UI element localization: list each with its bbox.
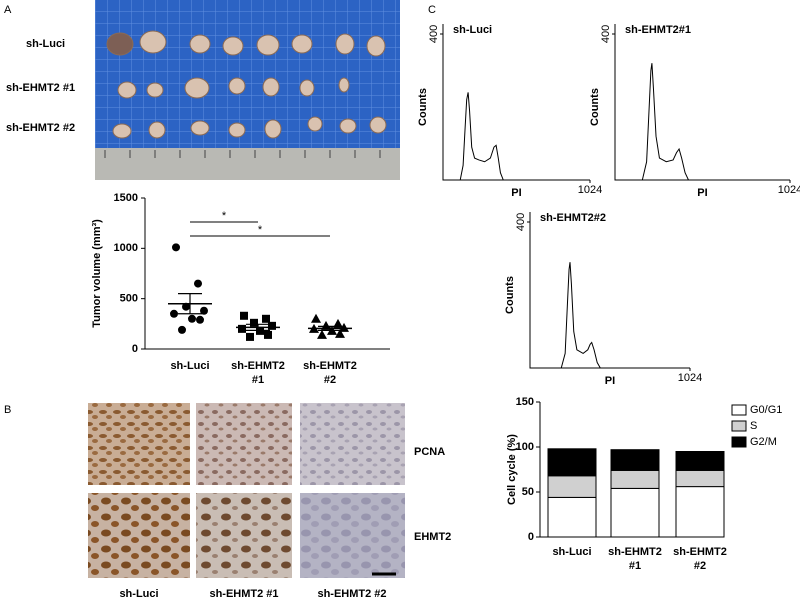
- x-tick-label-box: sh-EHMT2 #2: [673, 546, 727, 572]
- y-tick-label: 50: [522, 486, 534, 498]
- bar-segment: [675, 486, 725, 538]
- y-tick-label: 1000: [114, 242, 138, 254]
- point: [194, 279, 202, 288]
- x-tick-label: sh-EHMT2 #2: [303, 360, 357, 386]
- point: [246, 332, 254, 341]
- bar-segment: [547, 448, 597, 477]
- y-tick-label: 1500: [114, 192, 138, 204]
- error-bar: [318, 325, 342, 331]
- ihc-images: PCNA EHMT2 sh-Luci sh-EHMT2 #1 sh-EHMT2 …: [88, 403, 451, 600]
- ihc-col-label: sh-Luci: [119, 588, 158, 600]
- point: [178, 325, 186, 334]
- point: [200, 306, 208, 315]
- legend-label: G0/G1: [750, 404, 782, 416]
- axis: [614, 24, 790, 181]
- histogram-line: [530, 262, 690, 369]
- point: [170, 309, 178, 318]
- x-tick-label-box: sh-EHMT2 #1: [231, 360, 285, 386]
- panel-label: A: [4, 4, 12, 16]
- photo-row-label: sh-EHMT2 #1: [6, 82, 75, 94]
- point: [250, 318, 258, 327]
- ihc-col-label: sh-EHMT2 #2: [317, 588, 386, 600]
- y-axis-label: Cell cycle (%): [506, 434, 518, 505]
- y-axis-label: Counts: [417, 88, 429, 126]
- x-tick-label: sh-EHMT2 #1: [231, 360, 285, 386]
- point: [172, 243, 180, 252]
- chart-title: sh-EHMT2#1: [625, 24, 691, 36]
- y-tick-label: 150: [516, 396, 534, 408]
- point: [182, 302, 190, 311]
- legend-label: G2/M: [750, 436, 777, 448]
- y-tick-label: 0: [528, 531, 534, 543]
- legend-swatch: [731, 436, 747, 448]
- x-axis-label: PI: [697, 187, 707, 199]
- legend-label: S: [750, 420, 757, 432]
- y-tick-label: 100: [516, 441, 534, 453]
- point: [196, 315, 204, 324]
- y-axis-label: Counts: [504, 276, 516, 314]
- bar-segment: [610, 469, 660, 489]
- point: [339, 322, 349, 332]
- histogram-line: [615, 63, 790, 181]
- significance-label: *: [222, 210, 227, 222]
- point: [311, 313, 321, 323]
- ihc-col-label: sh-EHMT2 #1: [209, 588, 278, 600]
- panel-label: C: [428, 4, 436, 16]
- chart-title: sh-EHMT2#2: [540, 212, 606, 224]
- axis: [442, 24, 590, 181]
- x-tick-label: sh-EHMT2 #1: [608, 546, 662, 572]
- legend-swatch: [731, 404, 747, 416]
- point: [240, 311, 248, 320]
- photo-row-label: sh-EHMT2 #2: [6, 122, 75, 134]
- y-tick-label: 400: [600, 25, 612, 43]
- point: [268, 321, 276, 330]
- bar-segment: [547, 496, 597, 538]
- point: [333, 318, 343, 328]
- x-tick-label: 1024: [778, 184, 800, 196]
- y-axis-label: Tumor volume (mm³): [91, 219, 103, 328]
- ihc-row-label: PCNA: [414, 446, 445, 458]
- point: [335, 328, 345, 338]
- x-tick-label: sh-EHMT2 #2: [673, 546, 727, 572]
- x-tick-label-box: sh-Luci: [170, 360, 210, 372]
- y-tick-label: 500: [120, 293, 138, 305]
- bar-segment: [675, 469, 725, 488]
- bar-segment: [610, 487, 660, 538]
- chart-title: sh-Luci: [453, 24, 492, 36]
- y-tick-label: 400: [515, 213, 527, 231]
- x-tick-label: 1024: [678, 372, 702, 384]
- point: [317, 329, 327, 339]
- histogram-line: [443, 92, 590, 181]
- ihc-row-label: EHMT2: [414, 531, 451, 543]
- x-axis-label: PI: [605, 375, 615, 387]
- x-tick-label: 1024: [578, 184, 602, 196]
- bar-segment: [610, 449, 660, 471]
- bar-segment: [547, 475, 597, 498]
- bar-segment: [675, 451, 725, 471]
- x-tick-label: sh-Luci: [170, 360, 210, 372]
- point: [262, 314, 270, 323]
- error-bar: [246, 323, 270, 331]
- x-tick-label-box: sh-EHMT2 #2: [303, 360, 357, 386]
- legend-swatch: [731, 420, 747, 432]
- point: [264, 330, 272, 339]
- tumor-photo: sh-Luci sh-EHMT2 #1 sh-EHMT2 #2: [6, 0, 400, 180]
- significance-label: *: [258, 224, 263, 236]
- x-tick-label-box: sh-Luci: [552, 546, 592, 558]
- panel-label: B: [4, 404, 11, 416]
- point: [321, 320, 331, 330]
- point: [238, 324, 246, 333]
- photo-row-label: sh-Luci: [26, 38, 65, 50]
- x-tick-label: sh-Luci: [552, 546, 592, 558]
- error-bar: [178, 293, 202, 315]
- axis: [529, 212, 690, 369]
- x-tick-label-box: sh-EHMT2 #1: [608, 546, 662, 572]
- y-axis-label: Counts: [589, 88, 601, 126]
- y-tick-label: 400: [428, 25, 440, 43]
- y-tick-label: 0: [132, 343, 138, 355]
- point: [188, 314, 196, 323]
- x-axis-label: PI: [511, 187, 521, 199]
